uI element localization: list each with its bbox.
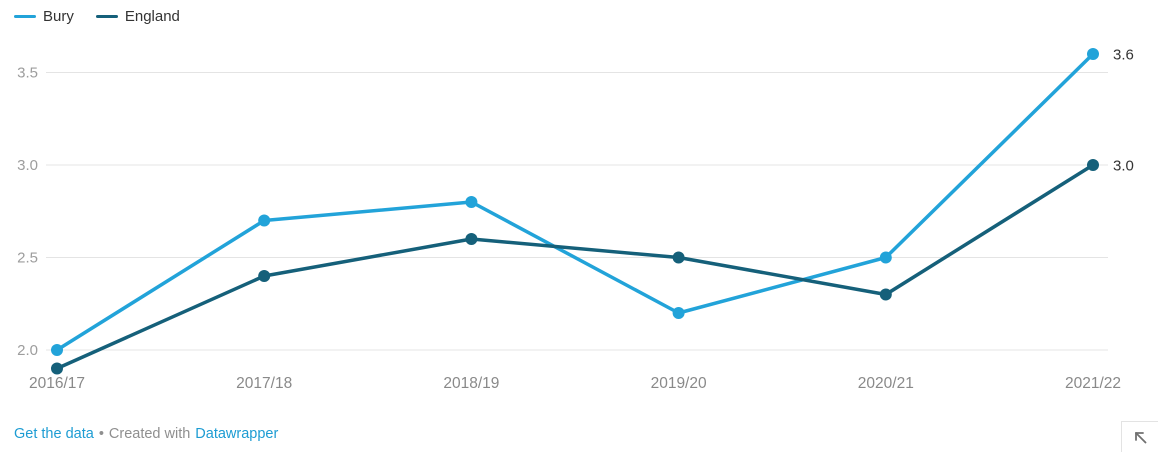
legend-label-england: England bbox=[124, 8, 180, 25]
chart-legend: Bury England bbox=[14, 8, 180, 25]
arrow-up-left-icon bbox=[1134, 431, 1146, 443]
y-tick-label: 2.5 bbox=[17, 250, 38, 267]
data-point-bury bbox=[51, 344, 63, 356]
get-the-data-link[interactable]: Get the data bbox=[14, 426, 94, 442]
x-tick-label: 2017/18 bbox=[236, 375, 292, 392]
enlarge-chart-button[interactable] bbox=[1121, 421, 1158, 452]
data-point-england bbox=[879, 288, 892, 301]
data-point-bury bbox=[1087, 48, 1099, 60]
x-tick-label: 2016/17 bbox=[29, 375, 85, 392]
legend-item-england: England bbox=[95, 8, 180, 25]
legend-item-bury: Bury bbox=[14, 8, 74, 25]
data-point-england bbox=[51, 362, 63, 375]
series-line-bury bbox=[55, 52, 1095, 352]
data-point-england bbox=[258, 270, 271, 282]
series-line-england bbox=[55, 163, 1095, 371]
created-with-text: Created with bbox=[108, 426, 191, 442]
y-tick-label: 3.5 bbox=[17, 65, 38, 82]
chart-plot-area: 2.0 2.5 3.0 3.5 2016/17 2017/18 2018/19 2019/20… bbox=[17, 47, 1134, 393]
y-tick-label: 3.0 bbox=[17, 157, 38, 174]
data-point-england bbox=[672, 251, 685, 264]
datawrapper-link[interactable]: Datawrapper bbox=[195, 426, 279, 442]
data-point-england bbox=[465, 233, 478, 245]
x-tick-label: 2020/21 bbox=[858, 375, 914, 392]
bury-line-swatch-icon bbox=[14, 14, 36, 19]
x-tick-label: 2018/19 bbox=[443, 375, 499, 392]
chart-footer: Get the data • Created with Datawrapper bbox=[14, 426, 278, 442]
data-point-bury bbox=[465, 196, 478, 208]
end-value-label-bury: 3.6 bbox=[1113, 47, 1134, 64]
data-point-bury bbox=[672, 307, 685, 319]
y-tick-label: 2.0 bbox=[17, 342, 38, 359]
data-point-england bbox=[1087, 159, 1099, 171]
legend-label-bury: Bury bbox=[43, 8, 74, 25]
x-tick-label: 2021/22 bbox=[1065, 375, 1121, 392]
data-point-bury bbox=[258, 214, 271, 227]
england-line-swatch-icon bbox=[95, 14, 118, 19]
x-tick-label: 2019/20 bbox=[651, 375, 707, 392]
end-value-label-england: 3.0 bbox=[1113, 158, 1134, 175]
data-point-bury bbox=[879, 251, 892, 264]
footer-separator: • bbox=[98, 426, 104, 442]
